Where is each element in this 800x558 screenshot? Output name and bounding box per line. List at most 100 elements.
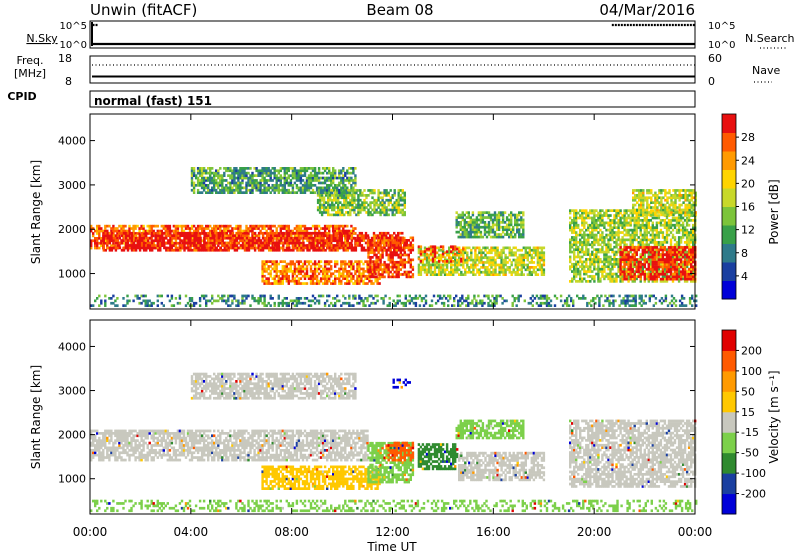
echo-cell	[298, 280, 300, 283]
echo-cell	[336, 263, 338, 266]
echo-cell	[482, 216, 484, 219]
echo-cell	[270, 169, 272, 172]
echo-cell	[522, 228, 524, 231]
echo-cell	[240, 232, 242, 235]
echo-cell	[270, 177, 272, 180]
echo-cell	[603, 212, 605, 215]
echo-cell	[337, 206, 339, 209]
echo-cell	[217, 172, 219, 175]
echo-cell	[579, 209, 581, 212]
echo-cell	[430, 268, 432, 271]
echo-cell	[470, 231, 472, 234]
echo-cell	[327, 232, 329, 235]
echo-cell	[519, 259, 521, 262]
echo-cell	[412, 249, 414, 252]
echo-cell	[543, 261, 545, 264]
echo-cell	[159, 249, 161, 252]
echo-cell	[312, 249, 314, 252]
echo-cell	[351, 234, 353, 237]
echo-cell	[310, 265, 312, 268]
echo-cell	[508, 226, 510, 229]
echo-cell	[531, 254, 533, 257]
echo-cell	[404, 266, 406, 269]
echo-cell	[131, 244, 133, 247]
echo-cell	[227, 225, 229, 228]
echo-cell	[341, 211, 343, 214]
echo-cell	[191, 184, 193, 187]
echo-cell	[510, 224, 512, 227]
echo-cell	[603, 256, 605, 259]
echo-cell	[298, 263, 300, 266]
echo-cell	[619, 219, 621, 222]
echo-cell	[531, 256, 533, 259]
echo-cell	[579, 234, 581, 237]
echo-cell	[223, 191, 225, 194]
echo-cell	[486, 266, 488, 269]
echo-cell	[371, 196, 373, 199]
echo-cell	[98, 247, 100, 250]
echo-cell	[322, 247, 324, 250]
echo-cell	[458, 221, 460, 224]
echo-cell	[476, 221, 478, 224]
echo-cell	[579, 265, 581, 268]
echo-cell	[282, 234, 284, 237]
echo-cell	[298, 239, 300, 242]
echo-cell	[191, 182, 193, 185]
echo-cell	[494, 247, 496, 250]
echo-cell	[346, 187, 348, 190]
echo-cell	[462, 264, 464, 267]
echo-cell	[569, 217, 571, 220]
echo-cell	[300, 235, 302, 238]
echo-cell	[133, 242, 135, 245]
echo-cell	[201, 225, 203, 228]
echo-cell	[333, 209, 335, 212]
echo-cell	[266, 191, 268, 194]
echo-cell	[394, 194, 396, 197]
echo-cell	[470, 266, 472, 269]
echo-cell	[240, 237, 242, 240]
echo-cell	[621, 236, 623, 239]
echo-cell	[221, 182, 223, 185]
echo-cell	[388, 194, 390, 197]
echo-cell	[337, 194, 339, 197]
echo-cell	[298, 237, 300, 240]
echo-cell	[127, 242, 129, 245]
echo-cell	[167, 242, 169, 245]
echo-cell	[107, 237, 109, 240]
echo-cell	[337, 232, 339, 235]
echo-cell	[583, 219, 585, 222]
echo-cell	[617, 234, 619, 237]
echo-cell	[603, 263, 605, 266]
echo-cell	[609, 214, 611, 217]
echo-cell	[232, 232, 234, 235]
echo-cell	[381, 254, 383, 257]
echo-cell	[516, 226, 518, 229]
echo-cell	[361, 244, 363, 247]
echo-cell	[404, 194, 406, 197]
echo-cell	[502, 249, 504, 252]
echo-cell	[458, 216, 460, 219]
echo-cell	[442, 248, 444, 251]
echo-cell	[316, 174, 318, 177]
nsky-label: N.Sky	[26, 32, 58, 45]
echo-cell	[306, 265, 308, 268]
echo-cell	[450, 250, 452, 253]
echo-cell	[494, 259, 496, 262]
echo-cell	[325, 206, 327, 209]
echo-cell	[276, 263, 278, 266]
echo-cell	[579, 241, 581, 244]
echo-cell	[329, 242, 331, 245]
echo-cell	[191, 167, 193, 170]
echo-cell	[348, 260, 350, 263]
echo-cell	[591, 209, 593, 212]
echo-cell	[486, 236, 488, 239]
echo-cell	[517, 271, 519, 274]
echo-cell	[390, 201, 392, 204]
echo-cell	[488, 233, 490, 236]
echo-cell	[215, 184, 217, 187]
echo-cell	[398, 189, 400, 192]
echo-cell	[265, 263, 267, 266]
echo-cell	[519, 268, 521, 271]
echo-cell	[191, 174, 193, 177]
